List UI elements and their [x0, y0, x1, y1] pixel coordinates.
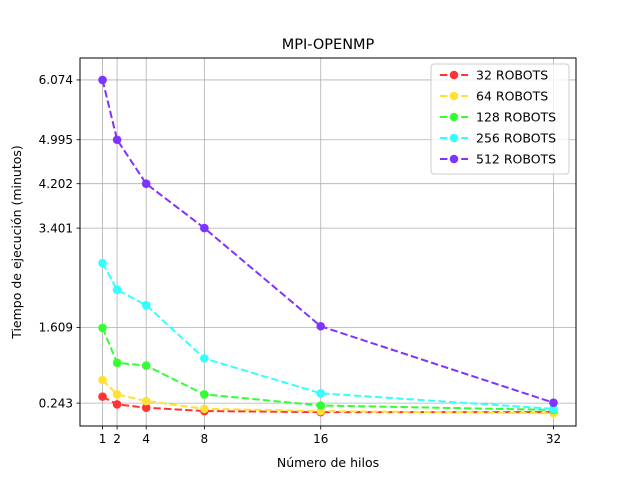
y-tick-label: 1.609	[39, 321, 73, 335]
data-point	[200, 354, 209, 363]
legend-marker	[449, 112, 459, 122]
legend: 32 ROBOTS 64 ROBOTS 128 ROBOTS 256 ROBOTS 51…	[430, 63, 570, 175]
legend-label: 64 ROBOTS	[476, 89, 548, 104]
x-tick-label: 16	[313, 432, 328, 446]
y-axis-ticks: 0.243 1.609 3.401 4.202 4.995 6.074	[39, 73, 80, 410]
data-point	[112, 400, 122, 409]
data-point	[98, 258, 107, 268]
data-point	[112, 358, 122, 368]
x-tick-label: 4	[142, 432, 150, 446]
data-point	[112, 135, 122, 145]
data-point	[141, 361, 151, 370]
data-point	[316, 389, 326, 398]
legend-box	[430, 63, 570, 175]
data-point	[98, 392, 107, 401]
data-point	[141, 179, 151, 188]
legend-marker	[449, 70, 459, 80]
y-tick-label: 6.074	[39, 73, 73, 87]
x-tick-label: 32	[546, 432, 561, 446]
y-tick-label: 4.202	[39, 177, 73, 191]
data-point	[200, 390, 209, 399]
data-point	[141, 403, 151, 413]
data-point	[112, 390, 122, 399]
x-tick-label: 1	[99, 432, 107, 446]
data-point	[98, 75, 107, 85]
series-line-4	[101, 262, 554, 410]
data-point	[200, 404, 209, 414]
legend-label: 32 ROBOTS	[476, 68, 548, 83]
legend-label: 256 ROBOTS	[476, 131, 556, 146]
plot-frame	[79, 57, 577, 427]
y-tick-label: 0.243	[39, 396, 73, 410]
x-axis-ticks: 1 2 4 8 16 32	[99, 426, 561, 446]
y-axis-label: Tiempo de ejecución (minutos)	[9, 145, 24, 340]
data-point	[141, 396, 151, 406]
x-tick-label: 2	[113, 432, 121, 446]
legend-marker	[449, 91, 459, 101]
series-line-3	[101, 327, 554, 411]
series-points	[98, 75, 558, 418]
chart-title: MPI-OPENMP	[282, 37, 375, 53]
data-point	[141, 300, 151, 310]
data-point	[316, 321, 326, 331]
series-line-5	[101, 79, 554, 404]
data-point	[112, 285, 122, 294]
legend-marker	[449, 154, 459, 164]
data-point	[549, 404, 558, 414]
legend-label: 128 ROBOTS	[476, 110, 556, 125]
legend-marker	[449, 133, 459, 143]
legend-label: 512 ROBOTS	[476, 152, 556, 167]
data-point	[200, 223, 209, 233]
data-point	[98, 323, 107, 333]
data-point	[316, 401, 326, 410]
x-axis-label: Número de hilos	[277, 455, 379, 470]
x-tick-label: 8	[201, 432, 209, 446]
y-tick-label: 4.995	[39, 133, 73, 147]
data-point	[98, 375, 107, 385]
data-point	[549, 398, 558, 408]
y-tick-label: 3.401	[39, 221, 73, 235]
